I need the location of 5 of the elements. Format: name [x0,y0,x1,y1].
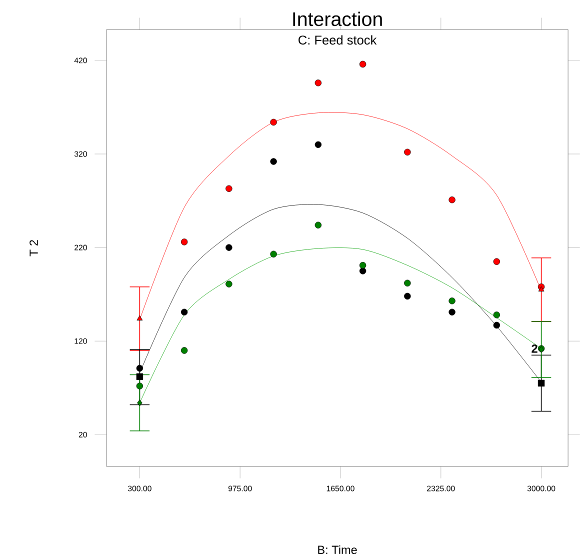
x-axis-title: B: Time [318,545,357,554]
annotation: 2 [532,344,538,353]
chart-title: Interaction [293,12,382,26]
chart-subtitle: C: Feed stock [298,35,377,45]
y-axis-title: T 2 [30,240,38,256]
